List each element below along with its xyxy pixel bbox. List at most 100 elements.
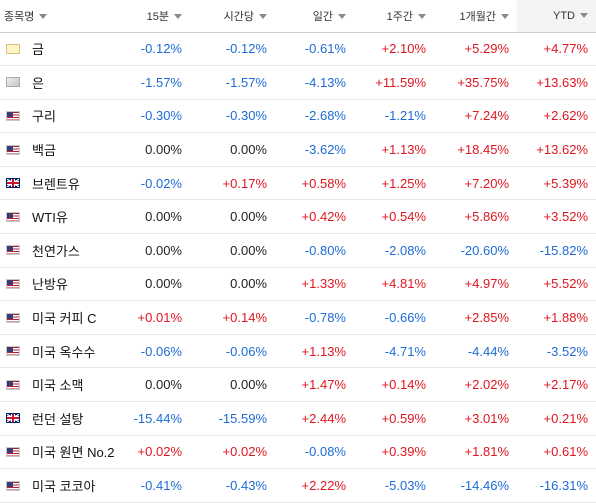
change-hourly-cell: +0.02% [190, 435, 275, 470]
header-name[interactable]: 종목명 [0, 0, 127, 33]
instrument-name-cell[interactable]: 미국 원면 No.2 [0, 435, 127, 470]
header-15min[interactable]: 15분 [127, 0, 190, 33]
instrument-name-link[interactable]: 브렌트유 [32, 176, 80, 192]
change-daily-cell: -0.08% [275, 435, 354, 470]
header-label: 1개월간 [459, 10, 496, 23]
change-ytd-cell: -15.82% [517, 233, 596, 268]
table-row[interactable]: 미국 옥수수 -0.06% -0.06% +1.13% -4.71% -4.44% -3.5… [0, 334, 596, 369]
instrument-name-link[interactable]: 미국 옥수수 [32, 344, 96, 360]
header-label: 15분 [146, 10, 169, 23]
header-ytd[interactable]: YTD [517, 0, 596, 33]
instrument-name-cell[interactable]: WTI유 [0, 199, 127, 235]
table-row[interactable]: 금 -0.12% -0.12% -0.61% +2.10% +5.29% +4.77% [0, 32, 596, 67]
instrument-name-cell[interactable]: 미국 소맥 [0, 367, 127, 403]
header-hourly[interactable]: 시간당 [190, 0, 275, 33]
sort-down-icon[interactable] [39, 14, 48, 20]
instrument-name-link[interactable]: 미국 원면 No.2 [32, 445, 115, 461]
change-15min-cell: 0.00% [127, 267, 190, 302]
change-ytd-cell: +5.52% [517, 267, 596, 302]
instrument-name-link[interactable]: 런던 설탕 [32, 411, 84, 427]
silver-icon [6, 77, 20, 88]
instrument-name-link[interactable]: 난방유 [32, 277, 68, 293]
change-weekly-cell: +0.59% [354, 401, 434, 436]
uk-flag-icon [6, 178, 20, 189]
change-15min-cell: -0.06% [127, 334, 190, 369]
sort-down-icon[interactable] [259, 14, 267, 20]
table-row[interactable]: 은 -1.57% -1.57% -4.13% +11.59% +35.75% +13.63% [0, 65, 596, 100]
change-ytd-cell: +13.62% [517, 132, 596, 167]
change-hourly-cell: 0.00% [190, 267, 275, 302]
header-label: 1주간 [386, 10, 413, 23]
instrument-name-cell[interactable]: 브렌트유 [0, 166, 127, 201]
change-15min-cell: 0.00% [127, 199, 190, 235]
change-weekly-cell: +4.81% [354, 267, 434, 302]
instrument-name-link[interactable]: 미국 커피 C [32, 311, 97, 327]
change-monthly-cell: +5.29% [434, 32, 517, 67]
instrument-name-cell[interactable]: 미국 커피 C [0, 300, 127, 335]
instrument-name-cell[interactable]: 은 [0, 65, 127, 100]
change-monthly-cell: -4.44% [434, 334, 517, 369]
table-row[interactable]: 브렌트유 -0.02% +0.17% +0.58% +1.25% +7.20% +5.39% [0, 166, 596, 201]
instrument-name-link[interactable]: 천연가스 [32, 243, 80, 259]
change-monthly-cell: +4.97% [434, 267, 517, 302]
table-row[interactable]: 미국 커피 C +0.01% +0.14% -0.78% -0.66% +2.85% +1.… [0, 300, 596, 335]
change-weekly-cell: +1.25% [354, 166, 434, 201]
sort-down-icon[interactable] [174, 14, 182, 20]
change-daily-cell: -0.78% [275, 300, 354, 335]
change-daily-cell: +0.42% [275, 199, 354, 235]
change-15min-cell: -0.41% [127, 468, 190, 503]
instrument-name-link[interactable]: WTI유 [32, 210, 68, 226]
table-row[interactable]: 난방유 0.00% 0.00% +1.33% +4.81% +4.97% +5.52% [0, 267, 596, 302]
instrument-name-link[interactable]: 은 [32, 75, 44, 91]
table-row[interactable]: 미국 원면 No.2 +0.02% +0.02% -0.08% +0.39% +1.81%… [0, 435, 596, 470]
change-ytd-cell: -3.52% [517, 334, 596, 369]
instrument-name-cell[interactable]: 미국 코코아 [0, 468, 127, 503]
table-row[interactable]: 구리 -0.30% -0.30% -2.68% -1.21% +7.24% +2.62% [0, 99, 596, 134]
header-weekly[interactable]: 1주간 [354, 0, 434, 33]
instrument-name-cell[interactable]: 미국 옥수수 [0, 334, 127, 369]
change-daily-cell: -4.13% [275, 65, 354, 100]
instrument-name-link[interactable]: 금 [32, 42, 44, 58]
table-row[interactable]: 런던 설탕 -15.44% -15.59% +2.44% +0.59% +3.01% +0.… [0, 401, 596, 436]
change-daily-cell: +2.44% [275, 401, 354, 436]
instrument-name-cell[interactable]: 난방유 [0, 267, 127, 302]
instrument-name-cell[interactable]: 금 [0, 32, 127, 67]
change-hourly-cell: +0.14% [190, 300, 275, 335]
change-weekly-cell: +2.10% [354, 32, 434, 67]
change-15min-cell: -0.30% [127, 99, 190, 134]
table-row[interactable]: WTI유 0.00% 0.00% +0.42% +0.54% +5.86% +3.52% [0, 199, 596, 235]
sort-down-icon[interactable] [418, 14, 426, 20]
change-monthly-cell: -14.46% [434, 468, 517, 503]
change-weekly-cell: -5.03% [354, 468, 434, 503]
instrument-name-cell[interactable]: 천연가스 [0, 233, 127, 268]
table-row[interactable]: 천연가스 0.00% 0.00% -0.80% -2.08% -20.60% -15.82% [0, 233, 596, 268]
table-row[interactable]: 미국 소맥 0.00% 0.00% +1.47% +0.14% +2.02% +2.17% [0, 367, 596, 403]
change-15min-cell: -0.02% [127, 166, 190, 201]
header-daily[interactable]: 일간 [275, 0, 354, 33]
change-ytd-cell: +0.21% [517, 401, 596, 436]
header-label: 시간당 [223, 10, 254, 23]
change-hourly-cell: -0.06% [190, 334, 275, 369]
change-ytd-cell: +13.63% [517, 65, 596, 100]
change-15min-cell: +0.01% [127, 300, 190, 335]
sort-down-icon[interactable] [501, 14, 509, 20]
sort-down-icon[interactable] [338, 14, 346, 20]
instrument-name-link[interactable]: 미국 코코아 [32, 479, 96, 495]
instrument-name-link[interactable]: 미국 소맥 [32, 378, 84, 394]
sort-down-icon[interactable] [580, 13, 588, 19]
us-flag-icon [6, 245, 20, 256]
instrument-name-cell[interactable]: 런던 설탕 [0, 401, 127, 436]
change-monthly-cell: +18.45% [434, 132, 517, 167]
table-row[interactable]: 미국 코코아 -0.41% -0.43% +2.22% -5.03% -14.46% -16… [0, 468, 596, 503]
header-monthly[interactable]: 1개월간 [434, 0, 517, 33]
instrument-name-link[interactable]: 백금 [32, 143, 56, 159]
change-monthly-cell: +1.81% [434, 435, 517, 470]
instrument-name-link[interactable]: 구리 [32, 109, 56, 125]
instrument-name-cell[interactable]: 백금 [0, 132, 127, 167]
table-row[interactable]: 백금 0.00% 0.00% -3.62% +1.13% +18.45% +13.62% [0, 132, 596, 167]
us-flag-icon [6, 211, 20, 222]
header-label: 종목명 [4, 10, 35, 23]
change-hourly-cell: -0.43% [190, 468, 275, 503]
us-flag-icon [6, 312, 20, 323]
instrument-name-cell[interactable]: 구리 [0, 99, 127, 134]
